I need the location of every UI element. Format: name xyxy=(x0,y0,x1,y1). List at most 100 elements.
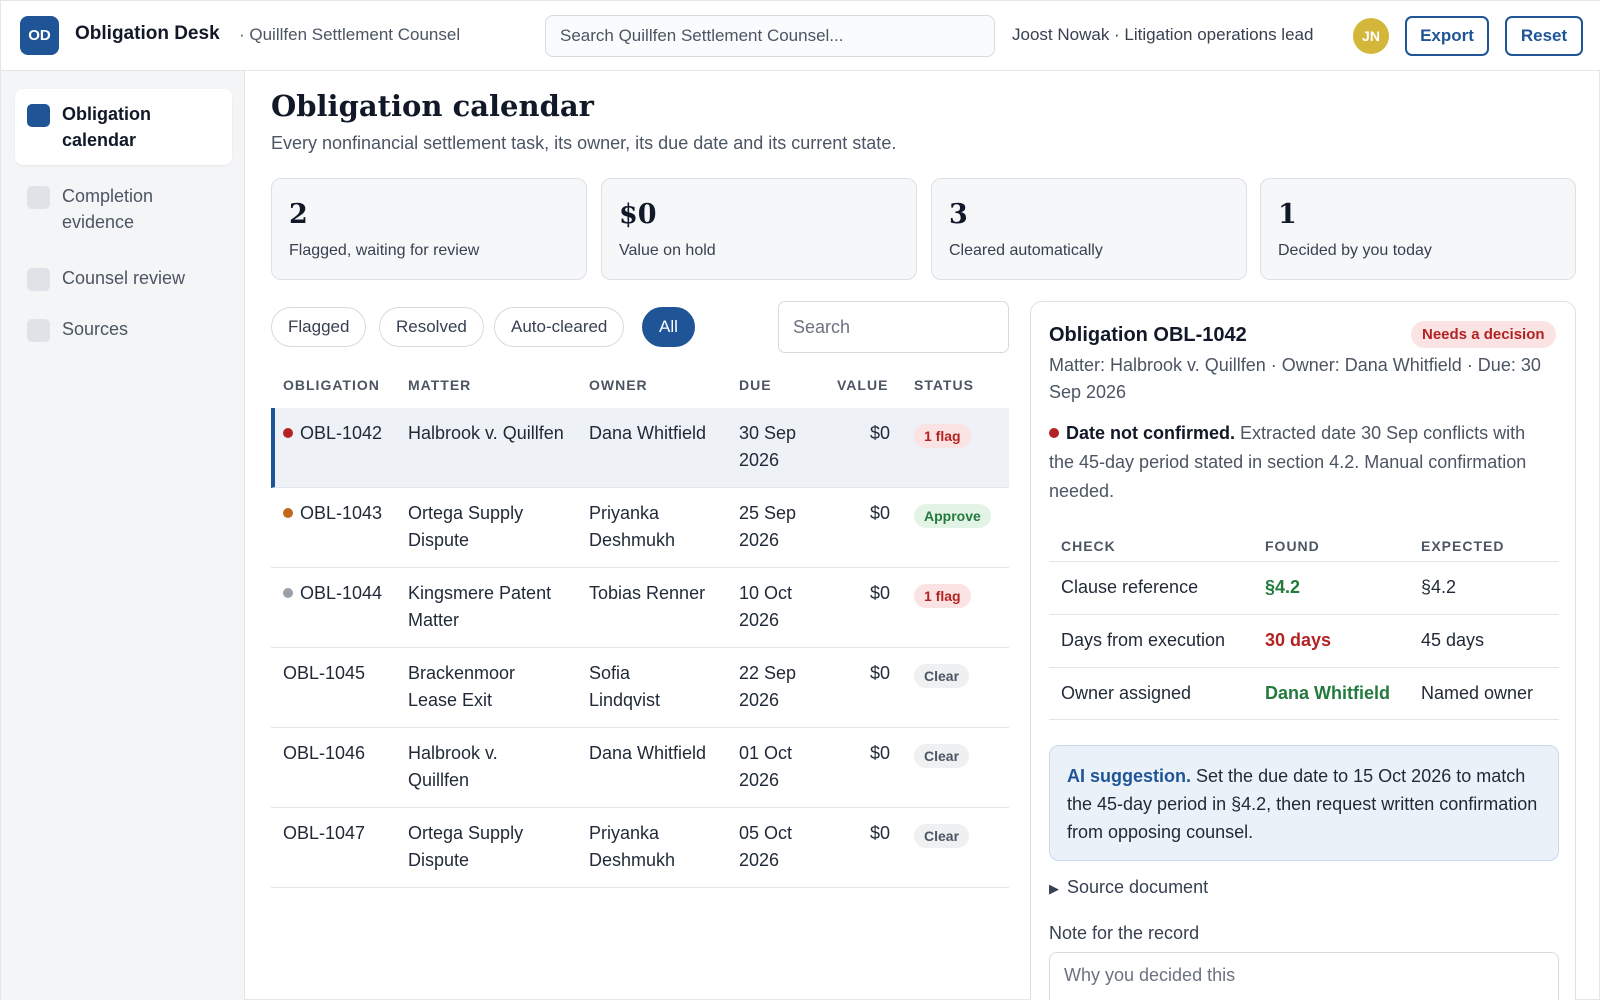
value-cell: $0 xyxy=(870,663,891,683)
app-name: Obligation Desk xyxy=(75,23,220,44)
status-badge: 1 flag xyxy=(914,424,971,448)
obligation-id: OBL-1047 xyxy=(283,823,366,843)
column-header-owner: OWNER xyxy=(589,377,648,393)
check-expected: 45 days xyxy=(1421,630,1485,650)
ai-suggestion-title: AI suggestion. xyxy=(1067,766,1192,786)
matter-cell: Halbrook v. Quillfen xyxy=(408,743,498,790)
table-search-input[interactable] xyxy=(778,301,1009,353)
check-found: Dana Whitfield xyxy=(1265,683,1390,703)
org-name: · Quillfen Settlement Counsel xyxy=(239,25,461,44)
check-found: §4.2 xyxy=(1265,577,1301,597)
stat-label: Decided by you today xyxy=(1278,242,1432,259)
filter-chip-resolved[interactable]: Resolved xyxy=(379,307,484,347)
matter-cell: Ortega Supply Dispute xyxy=(408,503,524,550)
ai-suggestion: AI suggestion. Set the due date to 15 Oc… xyxy=(1049,745,1559,861)
sidebar-item-completion-evidence[interactable]: Completion evidence xyxy=(15,171,232,247)
check-name: Clause reference xyxy=(1061,577,1199,597)
owner-cell: Priyanka Deshmukh xyxy=(589,503,676,550)
stat-card-value-on-hold: $0 Value on hold xyxy=(601,178,917,280)
obligation-id: OBL-1046 xyxy=(283,743,366,763)
sidebar-item-sources[interactable]: Sources xyxy=(15,304,232,354)
owner-cell: Tobias Renner xyxy=(589,583,706,603)
obligation-cell: OBL-1042 xyxy=(283,420,393,447)
sidebar-item-obligation-calendar[interactable]: Obligation calendar xyxy=(15,89,232,165)
ai-suggestion-text: Set the due date to 15 Oct 2026 to match… xyxy=(1067,766,1538,842)
matter-cell: Kingsmere Patent Matter xyxy=(408,583,552,630)
check-header-check: CHECK xyxy=(1061,538,1116,554)
obligation-cell: OBL-1043 xyxy=(283,500,393,527)
issue-title: Date not confirmed. xyxy=(1066,423,1236,443)
check-row: Owner assigned Dana Whitfield Named owne… xyxy=(1049,667,1559,720)
table-row[interactable]: OBL-1047 Ortega Supply Dispute Priyanka … xyxy=(271,808,1009,888)
owner-cell: Dana Whitfield xyxy=(589,423,707,443)
note-label: Note for the record xyxy=(1049,923,1200,943)
sidebar-item-label: Obligation calendar xyxy=(62,104,151,150)
check-row: Days from execution 30 days 45 days xyxy=(1049,614,1559,667)
global-search-input[interactable] xyxy=(545,15,995,57)
owner-cell: Priyanka Deshmukh xyxy=(589,823,676,870)
due-cell: 01 Oct 2026 xyxy=(739,743,793,790)
source-document-toggle[interactable]: ▶ Source document xyxy=(1049,877,1208,898)
status-badge: Clear xyxy=(914,664,970,688)
page-subtitle: Every nonfinancial settlement task, its … xyxy=(271,133,897,153)
filter-chip-all[interactable]: All xyxy=(642,307,695,347)
nav-square-icon xyxy=(27,319,50,342)
due-cell: 25 Sep 2026 xyxy=(739,503,797,550)
due-cell: 22 Sep 2026 xyxy=(739,663,797,710)
obligation-detail-panel: Obligation OBL-1042 Needs a decision Mat… xyxy=(1030,301,1576,1000)
table-row[interactable]: OBL-1046 Halbrook v. Quillfen Dana Whitf… xyxy=(271,728,1009,808)
obligation-id: OBL-1045 xyxy=(283,663,366,683)
filter-chip-flagged[interactable]: Flagged xyxy=(271,307,367,347)
nav-square-icon xyxy=(27,186,50,209)
table-row[interactable]: OBL-1044 Kingsmere Patent Matter Tobias … xyxy=(271,568,1009,648)
decision-badge: Needs a decision xyxy=(1411,321,1556,348)
due-cell: 05 Oct 2026 xyxy=(739,823,793,870)
stat-value: 3 xyxy=(949,199,968,230)
matter-cell: Halbrook v. Quillfen xyxy=(408,423,564,443)
check-found: 30 days xyxy=(1265,630,1332,650)
stat-card-decided: 1 Decided by you today xyxy=(1260,178,1576,280)
obligation-id: OBL-1044 xyxy=(300,583,383,603)
check-name: Days from execution xyxy=(1061,630,1226,650)
column-header-obligation: OBLIGATION xyxy=(283,377,380,393)
alert-dot-icon xyxy=(1049,428,1059,438)
table-row[interactable]: OBL-1045 Brackenmoor Lease Exit Sofia Li… xyxy=(271,648,1009,728)
issue-summary: Date not confirmed. Extracted date 30 Se… xyxy=(1049,419,1544,506)
column-header-status: STATUS xyxy=(914,377,974,393)
owner-cell: Dana Whitfield xyxy=(589,743,707,763)
export-button[interactable]: Export xyxy=(1405,16,1489,56)
value-cell: $0 xyxy=(870,823,891,843)
note-field[interactable] xyxy=(1049,952,1559,1000)
stat-label: Cleared automatically xyxy=(949,242,1103,259)
matter-cell: Brackenmoor Lease Exit xyxy=(408,663,516,710)
detail-meta: Matter: Halbrook v. Quillfen · Owner: Da… xyxy=(1049,355,1541,402)
reset-button[interactable]: Reset xyxy=(1505,16,1583,56)
status-dot-icon xyxy=(283,508,293,518)
matter-cell: Ortega Supply Dispute xyxy=(408,823,524,870)
stat-value: 1 xyxy=(1278,199,1297,230)
check-expected: §4.2 xyxy=(1421,577,1457,597)
stat-value: 2 xyxy=(289,199,308,230)
check-header-expected: EXPECTED xyxy=(1421,538,1505,554)
source-document-label: Source document xyxy=(1067,877,1209,897)
due-cell: 10 Oct 2026 xyxy=(739,583,793,630)
stat-card-flagged: 2 Flagged, waiting for review xyxy=(271,178,587,280)
app-logo[interactable]: OD xyxy=(20,16,59,55)
due-cell: 30 Sep 2026 xyxy=(739,423,797,470)
triangle-right-icon: ▶ xyxy=(1049,881,1059,896)
avatar[interactable]: JN xyxy=(1353,18,1389,54)
table-row[interactable]: OBL-1042 Halbrook v. Quillfen Dana Whitf… xyxy=(271,408,1009,488)
column-header-due: DUE xyxy=(739,377,772,393)
check-expected: Named owner xyxy=(1421,683,1534,703)
status-dot-icon xyxy=(283,588,293,598)
stat-label: Flagged, waiting for review xyxy=(289,242,480,259)
sidebar-item-counsel-review[interactable]: Counsel review xyxy=(15,253,232,303)
detail-title: Obligation OBL-1042 xyxy=(1049,324,1247,346)
filter-chip-auto-cleared[interactable]: Auto-cleared xyxy=(494,307,625,347)
value-cell: $0 xyxy=(870,743,891,763)
sidebar: Obligation calendar Completion evidence … xyxy=(1,71,245,1000)
value-cell: $0 xyxy=(870,503,891,523)
status-badge: 1 flag xyxy=(914,584,971,608)
table-row[interactable]: OBL-1043 Ortega Supply Dispute Priyanka … xyxy=(271,488,1009,568)
nav-square-icon xyxy=(27,268,50,291)
